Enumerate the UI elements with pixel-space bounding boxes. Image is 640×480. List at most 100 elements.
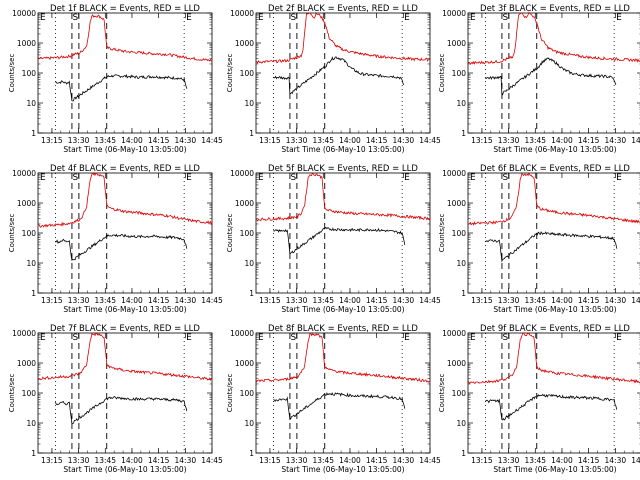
y-tick-label: 100 — [452, 229, 467, 238]
y-tick-label: 10000 — [12, 329, 36, 338]
x-tick-label: 13:45 — [94, 456, 116, 465]
series-lld-line — [256, 172, 431, 222]
x-tick-label: 13:30 — [498, 456, 520, 465]
x-tick-label: 14:00 — [121, 136, 143, 145]
series-lld-line — [467, 332, 640, 385]
plot-frame — [255, 332, 431, 454]
x-axis-label: Start Time (06-May-10 13:05:00) — [281, 305, 404, 314]
y-tick-label: 10 — [244, 419, 254, 428]
marker-S: S — [291, 333, 297, 343]
x-tick-label: 14:00 — [551, 456, 573, 465]
x-tick-label: 14:15 — [578, 456, 600, 465]
chart-panel-1: Det 1f BLACK = Events, RED = LLD 1 10 100 10… — [8, 4, 223, 154]
x-tick-label: 13:15 — [471, 296, 493, 305]
x-tick-label: 14:45 — [419, 136, 441, 145]
series-lld-line — [467, 11, 640, 65]
marker-E-left: E — [40, 333, 46, 343]
x-tick-label: 14:00 — [121, 296, 143, 305]
y-tick-label: 1000 — [447, 39, 466, 48]
series-lld-line — [255, 332, 431, 383]
y-axis-label: Counts/sec — [226, 214, 234, 253]
chart-title: Det 3f BLACK = Events, RED = LLD — [480, 4, 630, 14]
x-tick-label: 13:30 — [68, 136, 90, 145]
y-tick-label: 100 — [452, 389, 467, 398]
y-tick-label: 10 — [244, 99, 254, 108]
x-axis-label: Start Time (06-May-10 13:05:00) — [493, 305, 616, 314]
x-tick-label: 14:15 — [148, 296, 170, 305]
chart-panel-2: Det 2f BLACK = Events, RED = LLD 1 10 100 10… — [226, 4, 441, 154]
x-tick-label: 14:00 — [339, 136, 361, 145]
x-tick-label: 14:15 — [366, 296, 388, 305]
y-tick-label: 10000 — [12, 169, 36, 178]
y-tick-label: 1 — [31, 129, 36, 138]
x-tick-label: 13:45 — [524, 456, 546, 465]
y-axis-label: Counts/sec — [438, 374, 446, 413]
x-tick-label: 13:30 — [498, 296, 520, 305]
marker-S: S — [291, 173, 297, 183]
y-tick-label: 1 — [31, 449, 36, 458]
y-tick-label: 10000 — [230, 329, 254, 338]
x-tick-label: 14:45 — [419, 296, 441, 305]
x-tick-label: 13:30 — [286, 136, 308, 145]
marker-E-left: E — [258, 333, 264, 343]
marker-S: S — [503, 333, 509, 343]
y-axis-label: Counts/sec — [438, 54, 446, 93]
y-tick-label: 10000 — [230, 169, 254, 178]
marker-E-right: E — [186, 13, 192, 23]
chart-title: Det 7f BLACK = Events, RED = LLD — [50, 324, 200, 334]
series-events-line — [55, 73, 188, 102]
chart-title: Det 1f BLACK = Events, RED = LLD — [50, 4, 200, 14]
marker-E-right: E — [616, 13, 622, 23]
y-tick-label: 1000 — [447, 359, 466, 368]
x-tick-label: 13:45 — [94, 296, 116, 305]
x-tick-label: 13:30 — [498, 136, 520, 145]
marker-E-left: E — [470, 13, 476, 23]
y-tick-label: 10 — [244, 259, 254, 268]
x-tick-label: 14:00 — [121, 456, 143, 465]
x-tick-label: 14:30 — [393, 136, 415, 145]
x-tick-label: 13:15 — [471, 456, 493, 465]
y-tick-label: 10 — [26, 419, 36, 428]
marker-E-left: E — [40, 13, 46, 23]
marker-E-right: E — [404, 333, 410, 343]
series-events-line — [55, 233, 188, 261]
x-tick-label: 14:15 — [578, 136, 600, 145]
chart-panel-7: Det 7f BLACK = Events, RED = LLD 1 10 100 10… — [8, 324, 223, 474]
y-tick-label: 10000 — [12, 9, 36, 18]
y-tick-label: 1000 — [17, 359, 36, 368]
x-tick-label: 14:45 — [631, 456, 640, 465]
x-axis-label: Start Time (06-May-10 13:05:00) — [493, 145, 616, 154]
x-tick-label: 13:15 — [471, 136, 493, 145]
marker-S: S — [73, 173, 79, 183]
y-tick-label: 1000 — [17, 199, 36, 208]
plot-frame — [255, 172, 431, 294]
x-tick-label: 13:15 — [41, 296, 63, 305]
y-tick-label: 10000 — [230, 9, 254, 18]
chart-title: Det 6f BLACK = Events, RED = LLD — [480, 164, 630, 174]
plot-frame — [255, 12, 431, 134]
x-tick-label: 13:30 — [286, 456, 308, 465]
y-axis-label: Counts/sec — [226, 374, 234, 413]
y-tick-label: 1 — [249, 129, 254, 138]
chart-panel-8: Det 8f BLACK = Events, RED = LLD 1 10 100 10… — [226, 324, 441, 474]
x-tick-label: 14:30 — [175, 456, 197, 465]
series-lld-line — [38, 332, 213, 382]
marker-S: S — [291, 13, 297, 23]
x-tick-label: 13:45 — [312, 456, 334, 465]
x-axis-label: Start Time (06-May-10 13:05:00) — [63, 145, 186, 154]
x-tick-label: 13:15 — [41, 456, 63, 465]
series-lld-line — [37, 172, 213, 228]
y-tick-label: 10000 — [442, 169, 466, 178]
x-axis-label: Start Time (06-May-10 13:05:00) — [493, 465, 616, 474]
x-tick-label: 14:00 — [339, 296, 361, 305]
x-tick-label: 13:15 — [259, 296, 281, 305]
x-tick-label: 14:15 — [366, 456, 388, 465]
y-tick-label: 100 — [452, 69, 467, 78]
y-tick-label: 10 — [456, 419, 466, 428]
marker-E-right: E — [186, 333, 192, 343]
y-tick-label: 10 — [456, 259, 466, 268]
x-tick-label: 13:45 — [524, 136, 546, 145]
y-tick-label: 10000 — [442, 9, 466, 18]
x-tick-label: 14:15 — [148, 136, 170, 145]
x-tick-label: 13:30 — [68, 296, 90, 305]
